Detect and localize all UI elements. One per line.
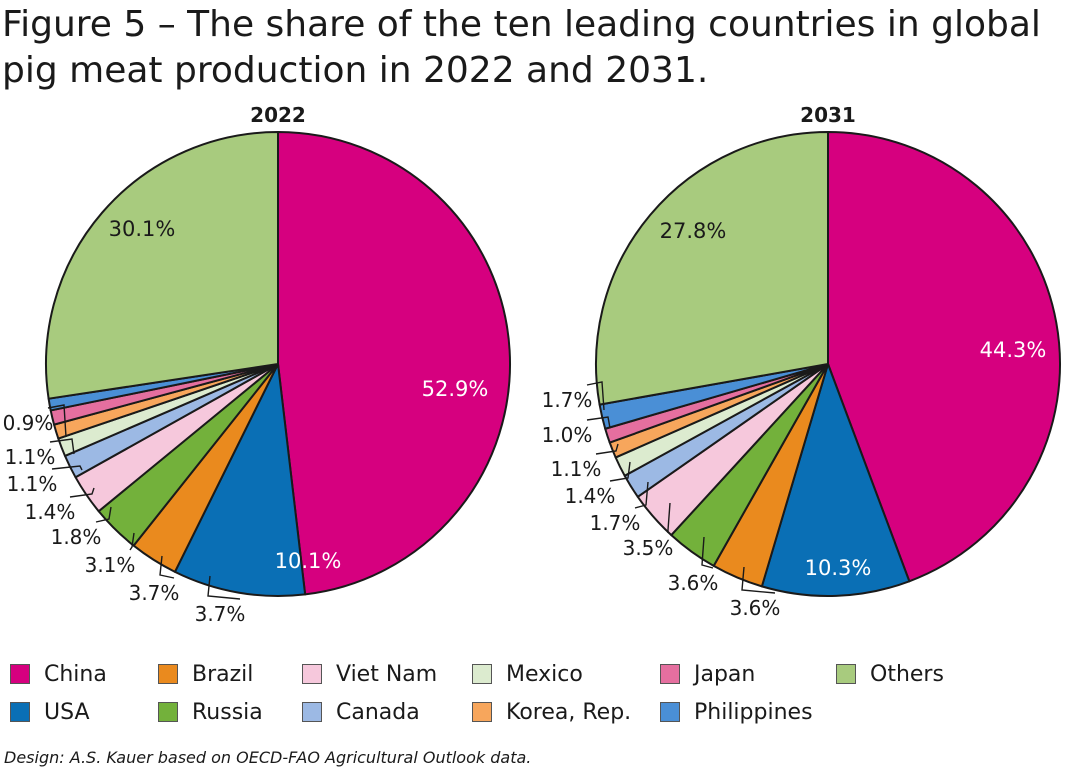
legend-item-china: China <box>10 661 107 687</box>
legend-item-mexico: Mexico <box>472 661 583 687</box>
data-label-philippines-2022: 0.9% <box>3 411 54 435</box>
slice-others-2022 <box>45 131 279 400</box>
leader-line-brazil-2031 <box>741 566 776 594</box>
slice-others-2031 <box>595 131 829 406</box>
data-label-japan-2022: 1.1% <box>5 445 56 469</box>
figure-title: Figure 5 – The share of the ten leading … <box>2 4 1041 91</box>
data-label-korea-rep-2031: 1.1% <box>551 457 602 481</box>
data-label-brazil-2031: 3.6% <box>730 596 781 620</box>
data-label-usa-2022: 10.1% <box>275 549 342 573</box>
legend-label: Mexico <box>506 661 583 687</box>
data-label-usa-2031: 10.3% <box>805 556 872 580</box>
legend-label: Korea, Rep. <box>506 699 632 725</box>
data-label-canada-2031: 1.7% <box>590 511 641 535</box>
leader-line-philippines-2031 <box>586 381 605 411</box>
legend-label: Philippines <box>694 699 813 725</box>
pie-2031: 203144.3%10.3%3.6%3.6%3.5%1.7%1.4%1.1%1.… <box>542 103 1061 620</box>
data-label-russia-2031: 3.6% <box>668 571 719 595</box>
legend-label: Brazil <box>192 661 254 687</box>
leader-line-russia-2031 <box>701 536 714 569</box>
slice-usa-2022 <box>173 363 307 597</box>
pie-title-2031: 2031 <box>800 103 856 127</box>
legend-item-russia: Russia <box>158 699 263 725</box>
legend-label: Russia <box>192 699 263 725</box>
slice-china-2022 <box>277 131 512 596</box>
leader-line-japan-2022 <box>49 438 75 455</box>
legend-swatch <box>836 664 856 684</box>
leader-line-philippines-2022 <box>47 404 67 438</box>
legend-item-canada: Canada <box>302 699 420 725</box>
slice-china-2031 <box>827 131 1061 583</box>
legend-swatch <box>10 702 30 722</box>
legend-swatch <box>472 702 492 722</box>
legend-item-korea-rep: Korea, Rep. <box>472 699 631 725</box>
legend-swatch <box>158 702 178 722</box>
design-credit: Design: A.S. Kauer based on OECD-FAO Agr… <box>4 748 532 767</box>
legend-swatch <box>302 702 322 722</box>
data-label-korea-rep-2022: 1.1% <box>7 472 58 496</box>
leader-line-brazil-2022 <box>207 575 241 600</box>
data-label-philippines-2031: 1.7% <box>542 388 593 412</box>
data-label-mexico-2031: 1.4% <box>565 484 616 508</box>
leader-line-mexico-2022 <box>69 487 95 498</box>
leader-line-canada-2031 <box>634 481 649 509</box>
legend-swatch <box>158 664 178 684</box>
legend-swatch <box>10 664 30 684</box>
leader-line-viet-nam-2031 <box>667 502 671 533</box>
data-label-viet-nam-2022: 3.1% <box>85 553 136 577</box>
legend-item-others: Others <box>836 661 944 687</box>
leader-line-korea-rep-2031 <box>595 443 619 455</box>
leader-line-japan-2031 <box>586 416 611 429</box>
data-label-china-2031: 44.3% <box>980 338 1047 362</box>
leader-line-korea-rep-2022 <box>51 465 83 471</box>
legend-swatch <box>660 664 680 684</box>
data-label-japan-2031: 1.0% <box>542 423 593 447</box>
pie-title-2022: 2022 <box>250 103 306 127</box>
legend-item-japan: Japan <box>660 661 755 687</box>
pie-2022: 2022 52.9% 10.1% 3.7% 3.7% 3.1% 1.8%1.4% 1.1% 1.… <box>3 103 512 626</box>
legend-label: USA <box>44 699 90 725</box>
legend-swatch <box>302 664 322 684</box>
leader-line-mexico-2031 <box>609 461 631 482</box>
leader-line-canada-2022 <box>95 506 112 523</box>
legend-item-usa: USA <box>10 699 90 725</box>
legend-swatch <box>660 702 680 722</box>
legend-label: China <box>44 661 107 687</box>
legend-item-philippines: Philippines <box>660 699 813 725</box>
legend-label: Japan <box>694 661 756 687</box>
data-label-others-2031: 27.8% <box>660 219 727 243</box>
legend-label: Canada <box>336 699 420 725</box>
data-label-others-2022: 30.1% <box>109 217 176 241</box>
data-label-russia-2022: 3.7% <box>129 581 180 605</box>
legend-label: Viet Nam <box>336 661 438 687</box>
data-label-brazil-2022: 3.7% <box>195 602 246 626</box>
leader-line-viet-nam-2022 <box>129 532 135 551</box>
leader-line-russia-2022 <box>159 555 175 579</box>
legend-item-brazil: Brazil <box>158 661 253 687</box>
data-label-mexico-2022: 1.4% <box>25 500 76 524</box>
data-label-canada-2022: 1.8% <box>51 525 102 549</box>
legend-label: Others <box>870 661 944 687</box>
slice-usa-2031 <box>760 363 911 597</box>
data-label-viet-nam-2031: 3.5% <box>623 536 674 560</box>
legend-swatch <box>472 664 492 684</box>
legend-item-viet-nam: Viet Nam <box>302 661 437 687</box>
data-label-china-2022: 52.9% <box>422 377 489 401</box>
pie-charts: 202252.9%10.1%3.7%3.7%3.1%1.8%1.4%1.1%1.… <box>3 103 1061 626</box>
